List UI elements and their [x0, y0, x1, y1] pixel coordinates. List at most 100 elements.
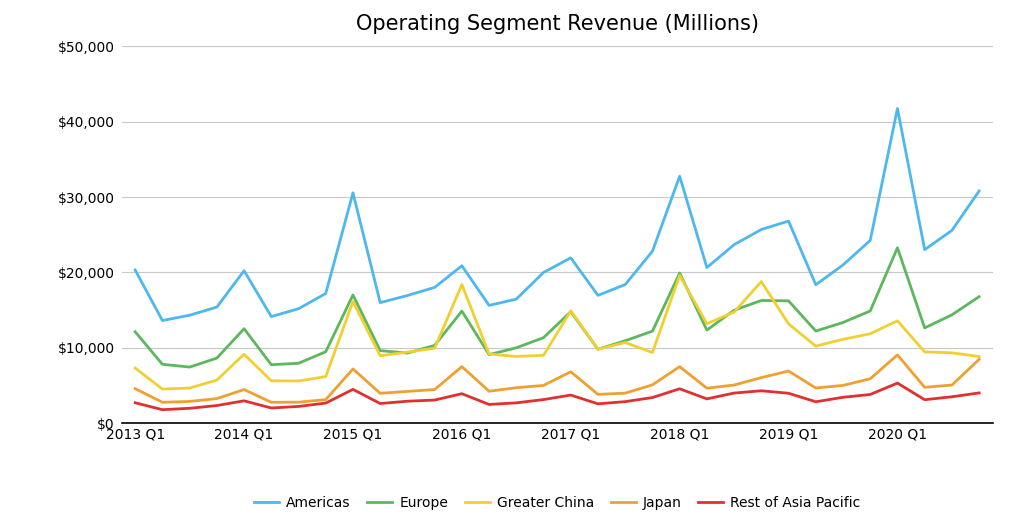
- Rest of Asia Pacific: [183, 405, 196, 411]
- Americas: [129, 267, 141, 273]
- Europe: [483, 351, 495, 358]
- Americas: [592, 292, 604, 298]
- Japan: [401, 389, 413, 395]
- Japan: [728, 382, 741, 388]
- Greater China: [129, 365, 141, 371]
- Japan: [156, 399, 168, 406]
- Japan: [183, 398, 196, 405]
- Americas: [837, 262, 849, 268]
- Americas: [374, 299, 386, 305]
- Americas: [946, 228, 958, 234]
- Europe: [701, 327, 713, 333]
- Europe: [265, 362, 278, 368]
- Rest of Asia Pacific: [564, 392, 576, 398]
- Rest of Asia Pacific: [456, 391, 468, 397]
- Rest of Asia Pacific: [293, 404, 305, 410]
- Europe: [156, 361, 168, 367]
- Japan: [809, 385, 822, 391]
- Rest of Asia Pacific: [538, 396, 550, 402]
- Americas: [401, 293, 413, 299]
- Europe: [456, 308, 468, 314]
- Greater China: [401, 349, 413, 355]
- Americas: [674, 173, 686, 180]
- Rest of Asia Pacific: [374, 400, 386, 407]
- Greater China: [456, 281, 468, 287]
- Rest of Asia Pacific: [592, 401, 604, 407]
- Japan: [946, 382, 958, 388]
- Greater China: [864, 331, 876, 337]
- Japan: [919, 384, 931, 391]
- Greater China: [674, 272, 686, 279]
- Greater China: [374, 352, 386, 359]
- Rest of Asia Pacific: [428, 397, 441, 403]
- Europe: [837, 319, 849, 326]
- Japan: [646, 382, 658, 388]
- Greater China: [728, 309, 741, 315]
- Japan: [538, 382, 550, 389]
- Europe: [973, 294, 986, 300]
- Greater China: [646, 349, 658, 356]
- Rest of Asia Pacific: [728, 390, 741, 396]
- Greater China: [183, 385, 196, 391]
- Rest of Asia Pacific: [674, 385, 686, 392]
- Europe: [346, 292, 359, 298]
- Europe: [919, 325, 931, 331]
- Americas: [728, 241, 741, 248]
- Japan: [592, 391, 604, 397]
- Rest of Asia Pacific: [265, 405, 278, 411]
- Americas: [511, 296, 523, 302]
- Title: Operating Segment Revenue (Millions): Operating Segment Revenue (Millions): [356, 14, 759, 34]
- Europe: [511, 345, 523, 351]
- Rest of Asia Pacific: [782, 390, 794, 396]
- Americas: [320, 291, 332, 297]
- Europe: [183, 364, 196, 370]
- Rest of Asia Pacific: [211, 402, 223, 409]
- Rest of Asia Pacific: [320, 400, 332, 406]
- Europe: [946, 312, 958, 318]
- Greater China: [320, 374, 332, 380]
- Japan: [346, 366, 359, 372]
- Japan: [374, 390, 386, 396]
- Japan: [782, 368, 794, 374]
- Greater China: [891, 318, 904, 324]
- Japan: [619, 390, 631, 396]
- Rest of Asia Pacific: [756, 388, 768, 394]
- Greater China: [483, 351, 495, 357]
- Greater China: [511, 353, 523, 360]
- Americas: [891, 105, 904, 111]
- Americas: [456, 263, 468, 269]
- Rest of Asia Pacific: [701, 396, 713, 402]
- Americas: [864, 237, 876, 244]
- Rest of Asia Pacific: [346, 386, 359, 393]
- Europe: [864, 308, 876, 314]
- Greater China: [973, 353, 986, 360]
- Americas: [183, 312, 196, 318]
- Rest of Asia Pacific: [864, 392, 876, 398]
- Japan: [320, 396, 332, 402]
- Americas: [346, 190, 359, 196]
- Americas: [428, 284, 441, 291]
- Americas: [973, 188, 986, 194]
- Japan: [428, 386, 441, 393]
- Japan: [674, 364, 686, 370]
- Japan: [265, 399, 278, 406]
- Americas: [538, 269, 550, 276]
- Rest of Asia Pacific: [483, 401, 495, 408]
- Europe: [538, 334, 550, 341]
- Europe: [428, 342, 441, 348]
- Americas: [701, 264, 713, 270]
- Rest of Asia Pacific: [919, 397, 931, 403]
- Europe: [129, 329, 141, 335]
- Americas: [646, 248, 658, 254]
- Greater China: [293, 378, 305, 384]
- Europe: [756, 297, 768, 303]
- Americas: [238, 268, 250, 274]
- Greater China: [346, 298, 359, 304]
- Greater China: [946, 350, 958, 356]
- Greater China: [782, 321, 794, 327]
- Europe: [211, 355, 223, 361]
- Japan: [891, 352, 904, 358]
- Japan: [456, 364, 468, 370]
- Line: Japan: Japan: [135, 355, 980, 402]
- Greater China: [592, 346, 604, 352]
